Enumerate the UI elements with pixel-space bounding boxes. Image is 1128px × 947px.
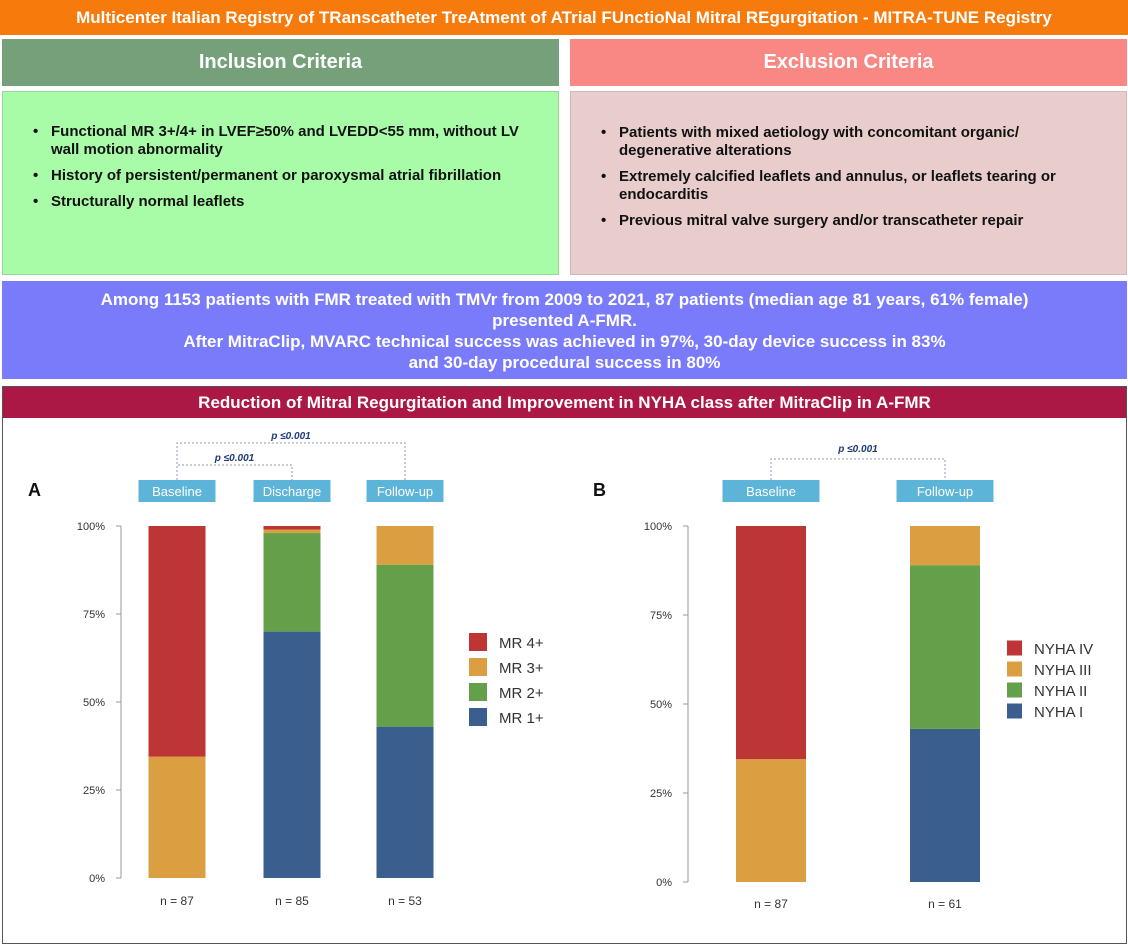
legend-swatch — [1007, 682, 1022, 698]
bullet-icon: • — [601, 168, 607, 185]
legend-label: MR 3+ — [499, 660, 544, 677]
legend-label: NYHA III — [1034, 662, 1092, 679]
bullet-icon: • — [33, 167, 39, 184]
bar-segment — [263, 533, 321, 632]
bullet-icon: • — [601, 212, 607, 229]
category-label-box — [138, 480, 216, 502]
bar-segment — [910, 565, 980, 729]
bar-segment — [263, 526, 321, 530]
p-value-bracket — [176, 464, 293, 480]
category-label-box — [253, 480, 331, 502]
bar-segment — [263, 529, 321, 534]
bar-segment — [148, 526, 206, 757]
inclusion-item-text: Structurally normal leaflets — [51, 193, 245, 210]
category-label-box — [722, 480, 820, 502]
legend-swatch — [1007, 703, 1022, 719]
charts-svg: A 0% 25% 50% 75% 100% Baseline Discharge Follow-… — [28, 431, 1093, 911]
panel-label: B — [593, 480, 606, 500]
inclusion-item: • Structurally normal leaflets — [33, 193, 543, 211]
n-label: n = 61 — [928, 897, 962, 911]
category-label: Baseline — [746, 484, 796, 499]
inclusion-criteria-box: • Functional MR 3+/4+ in LVEF≥50% and LVE… — [2, 91, 559, 275]
y-tick-label: 75% — [83, 609, 105, 621]
y-tick-label: 0% — [656, 877, 672, 889]
p-value-label: p ≤0.001 — [214, 453, 255, 464]
chart-section-title: Reduction of Mitral Regurgitation and Im… — [3, 387, 1126, 418]
legend-swatch — [469, 683, 487, 701]
y-tick-label: 25% — [83, 785, 105, 797]
n-label: n = 87 — [754, 897, 788, 911]
inclusion-item-text: History of persistent/permanent or parox… — [51, 167, 502, 184]
category-label: Baseline — [152, 484, 202, 499]
category-label-box — [896, 480, 994, 502]
summary-line: and 30-day procedural success in 80% — [408, 353, 721, 372]
bar-segment — [910, 728, 980, 882]
exclusion-criteria-box: • Patients with mixed aetiology with conc… — [570, 91, 1127, 275]
legend-swatch — [469, 708, 487, 726]
legend-label: NYHA IV — [1034, 641, 1093, 658]
exclusion-item-text: Extremely calcified leaflets and annulus… — [619, 168, 1056, 203]
panel-label: A — [28, 480, 41, 500]
legend-label: MR 1+ — [499, 710, 544, 727]
legend-label: MR 2+ — [499, 685, 544, 702]
y-tick-label: 25% — [650, 788, 672, 800]
bar-segment — [376, 564, 434, 727]
n-label: n = 87 — [160, 894, 194, 908]
category-label: Follow-up — [377, 484, 433, 499]
bar-segment — [148, 756, 206, 878]
legend-swatch — [1007, 640, 1022, 656]
exclusion-criteria-header: Exclusion Criteria — [570, 39, 1127, 86]
summary-line: presented A-FMR. — [492, 311, 637, 330]
category-label-box — [366, 480, 444, 502]
category-label: Follow-up — [917, 484, 973, 499]
inclusion-item-text: Functional MR 3+/4+ in LVEF≥50% and LVED… — [51, 123, 519, 158]
bar-segment — [910, 526, 980, 566]
p-value-label: p ≤0.001 — [270, 431, 311, 442]
exclusion-item: • Patients with mixed aetiology with conc… — [601, 124, 1111, 160]
summary-line: Among 1153 patients with FMR treated wit… — [100, 290, 1029, 309]
summary-line: After MitraClip, MVARC technical success… — [183, 332, 946, 351]
inclusion-item: • Functional MR 3+/4+ in LVEF≥50% and LVE… — [33, 123, 543, 159]
p-value-label: p ≤0.001 — [837, 444, 878, 455]
chart-section: Reduction of Mitral Regurgitation and Im… — [2, 386, 1127, 944]
inclusion-criteria-list: • Functional MR 3+/4+ in LVEF≥50% and LVE… — [33, 123, 543, 219]
bar-segment — [376, 526, 434, 565]
legend-label: MR 4+ — [499, 635, 544, 652]
exclusion-criteria-list: • Patients with mixed aetiology with conc… — [601, 124, 1111, 238]
y-tick-label: 0% — [89, 873, 105, 885]
legend-label: NYHA II — [1034, 683, 1087, 700]
y-tick-label: 50% — [650, 699, 672, 711]
y-tick-label: 75% — [650, 610, 672, 622]
registry-title: Multicenter Italian Registry of TRanscat… — [0, 0, 1128, 35]
y-tick-label: 50% — [83, 697, 105, 709]
summary-box: Among 1153 patients with FMR treated wit… — [2, 281, 1127, 379]
bullet-icon: • — [33, 193, 39, 210]
bullet-icon: • — [33, 123, 39, 140]
n-label: n = 53 — [388, 894, 422, 908]
y-tick-label: 100% — [644, 521, 672, 533]
legend-swatch — [1007, 661, 1022, 677]
exclusion-item: • Previous mitral valve surgery and/or tr… — [601, 212, 1111, 230]
p-value-bracket — [176, 442, 406, 480]
exclusion-item-text: Patients with mixed aetiology with conco… — [619, 124, 1020, 159]
bar-segment — [736, 759, 806, 882]
inclusion-criteria-header: Inclusion Criteria — [2, 39, 559, 86]
exclusion-item-text: Previous mitral valve surgery and/or tra… — [619, 212, 1024, 229]
bar-segment — [263, 631, 321, 878]
legend-label: NYHA I — [1034, 704, 1083, 721]
bar-segment — [376, 726, 434, 878]
p-value-bracket — [770, 458, 946, 480]
legend-swatch — [469, 633, 487, 651]
y-tick-label: 100% — [77, 521, 105, 533]
category-label: Discharge — [263, 484, 322, 499]
exclusion-item: • Extremely calcified leaflets and annulu… — [601, 168, 1111, 204]
n-label: n = 85 — [275, 894, 309, 908]
bar-segment — [736, 526, 806, 760]
inclusion-item: • History of persistent/permanent or paro… — [33, 167, 543, 185]
bullet-icon: • — [601, 124, 607, 141]
legend-swatch — [469, 658, 487, 676]
